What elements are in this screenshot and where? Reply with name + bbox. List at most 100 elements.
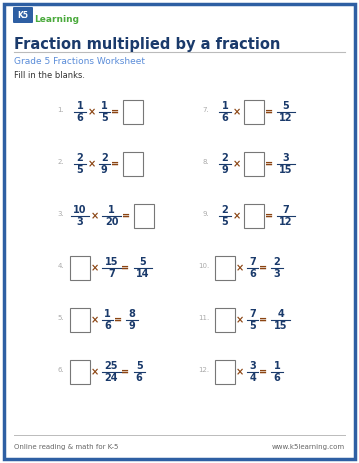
Text: 2.: 2. <box>57 159 64 165</box>
Text: 14: 14 <box>136 269 150 279</box>
Text: Fraction multiplied by a fraction: Fraction multiplied by a fraction <box>14 38 280 52</box>
Text: 7: 7 <box>249 309 256 319</box>
Text: 5: 5 <box>222 217 228 227</box>
Text: 1: 1 <box>222 101 228 111</box>
Text: =: = <box>259 367 267 377</box>
Text: 8: 8 <box>129 309 135 319</box>
Text: 5.: 5. <box>57 315 64 321</box>
Text: ×: × <box>236 263 244 273</box>
Text: Fill in the blanks.: Fill in the blanks. <box>14 71 85 81</box>
Text: Online reading & math for K-5: Online reading & math for K-5 <box>14 444 118 450</box>
Text: 6: 6 <box>274 373 280 383</box>
Text: =: = <box>111 107 119 117</box>
Text: 3: 3 <box>249 361 256 371</box>
Text: ×: × <box>91 315 99 325</box>
Text: 4.: 4. <box>57 263 64 269</box>
Text: 8.: 8. <box>202 159 209 165</box>
Text: 3: 3 <box>76 217 83 227</box>
Text: 12: 12 <box>279 217 293 227</box>
Text: 7: 7 <box>249 257 256 267</box>
Text: ×: × <box>233 107 241 117</box>
Text: 7.: 7. <box>202 107 209 113</box>
Bar <box>244 152 264 176</box>
Text: K5: K5 <box>18 11 28 20</box>
Text: 7: 7 <box>283 205 289 215</box>
Text: =: = <box>265 211 273 221</box>
Bar <box>123 152 143 176</box>
Text: 1.: 1. <box>57 107 64 113</box>
Text: 5: 5 <box>283 101 289 111</box>
Bar <box>70 360 90 384</box>
Text: =: = <box>122 211 130 221</box>
Text: 2: 2 <box>222 153 228 163</box>
Text: 12: 12 <box>279 113 293 123</box>
Text: 9: 9 <box>222 165 228 175</box>
Text: ×: × <box>91 367 99 377</box>
Text: Learning: Learning <box>34 15 79 25</box>
Text: 7: 7 <box>108 269 115 279</box>
Text: ×: × <box>233 211 241 221</box>
Text: www.k5learning.com: www.k5learning.com <box>272 444 345 450</box>
Text: Grade 5 Fractions Worksheet: Grade 5 Fractions Worksheet <box>14 57 145 67</box>
Text: ×: × <box>88 107 96 117</box>
Text: 10.: 10. <box>198 263 209 269</box>
Text: 6: 6 <box>249 269 256 279</box>
FancyBboxPatch shape <box>13 7 33 23</box>
Bar <box>70 256 90 280</box>
Text: 6.: 6. <box>57 367 64 373</box>
Text: 25: 25 <box>104 361 118 371</box>
Text: ×: × <box>91 263 99 273</box>
Text: 2: 2 <box>101 153 108 163</box>
Text: 1: 1 <box>76 101 83 111</box>
Text: ×: × <box>236 315 244 325</box>
Text: 3: 3 <box>274 269 280 279</box>
Text: 5: 5 <box>249 321 256 331</box>
Text: =: = <box>114 315 122 325</box>
Text: 12.: 12. <box>198 367 209 373</box>
Text: ×: × <box>233 159 241 169</box>
Text: ×: × <box>236 367 244 377</box>
Bar <box>123 100 143 124</box>
Text: 1: 1 <box>108 205 115 215</box>
Text: 10: 10 <box>73 205 87 215</box>
Text: 2: 2 <box>222 205 228 215</box>
Text: =: = <box>265 107 273 117</box>
Bar <box>244 204 264 228</box>
Text: ×: × <box>91 211 99 221</box>
Text: 5: 5 <box>101 113 108 123</box>
Text: =: = <box>259 315 267 325</box>
Text: 9: 9 <box>129 321 135 331</box>
Text: 11.: 11. <box>198 315 209 321</box>
Text: 24: 24 <box>104 373 118 383</box>
Text: =: = <box>259 263 267 273</box>
Text: 15: 15 <box>279 165 293 175</box>
Text: 9.: 9. <box>202 211 209 217</box>
Text: =: = <box>121 263 130 273</box>
Bar <box>215 256 235 280</box>
Text: 15: 15 <box>104 257 118 267</box>
Text: 9: 9 <box>101 165 108 175</box>
Text: 5: 5 <box>139 257 146 267</box>
Bar <box>215 360 235 384</box>
Text: 3: 3 <box>283 153 289 163</box>
Text: 5: 5 <box>136 361 143 371</box>
Text: 20: 20 <box>105 217 118 227</box>
Text: 1: 1 <box>101 101 108 111</box>
Bar <box>215 308 235 332</box>
Text: 4: 4 <box>249 373 256 383</box>
Text: =: = <box>265 159 273 169</box>
Text: 2: 2 <box>274 257 280 267</box>
Text: =: = <box>111 159 119 169</box>
Bar <box>244 100 264 124</box>
Bar <box>70 308 90 332</box>
Bar <box>134 204 154 228</box>
Text: =: = <box>121 367 130 377</box>
Text: 15: 15 <box>274 321 287 331</box>
Text: 6: 6 <box>222 113 228 123</box>
Text: 5: 5 <box>76 165 83 175</box>
Text: 1: 1 <box>104 309 111 319</box>
Text: ×: × <box>88 159 96 169</box>
Text: 6: 6 <box>104 321 111 331</box>
Text: 6: 6 <box>136 373 143 383</box>
Text: 2: 2 <box>76 153 83 163</box>
